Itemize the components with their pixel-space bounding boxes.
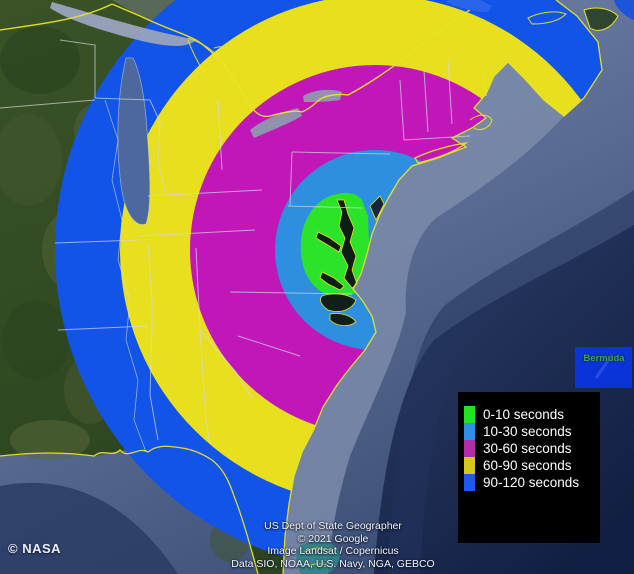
legend-swatch bbox=[464, 474, 475, 491]
legend-swatch bbox=[464, 440, 475, 457]
legend-item-label: 60-90 seconds bbox=[483, 458, 572, 473]
lake-erie bbox=[250, 108, 302, 138]
legend-item-label: 30-60 seconds bbox=[483, 441, 572, 456]
gulf-coastline bbox=[0, 445, 259, 574]
carolina-sounds bbox=[320, 293, 357, 326]
canada-border bbox=[0, 3, 487, 118]
bermuda-island bbox=[594, 354, 614, 379]
state-borders bbox=[0, 39, 471, 453]
ocean-slope-shadow bbox=[388, 190, 634, 574]
legend-swatch bbox=[464, 423, 475, 440]
legend-swatch bbox=[464, 406, 475, 423]
legend-item-label: 90-120 seconds bbox=[483, 475, 580, 490]
legend: 0-10 seconds 10-30 seconds 30-60 seconds… bbox=[458, 392, 600, 543]
attribution-line: © 2021 Google bbox=[297, 532, 369, 545]
cape-breton-island bbox=[583, 7, 619, 31]
potomac-river bbox=[315, 231, 342, 253]
map-attribution: US Dept of State Geographer © 2021 Googl… bbox=[173, 520, 493, 570]
james-river bbox=[319, 271, 345, 291]
long-island-outline bbox=[414, 142, 469, 164]
legend-item: 60-90 seconds bbox=[464, 457, 600, 474]
pei-outline bbox=[527, 11, 567, 25]
nasa-credit: © NASA bbox=[8, 541, 62, 556]
bermuda-label: Bermuda bbox=[583, 353, 625, 364]
attribution-line: Data SIO, NOAA, U.S. Navy, NGA, GEBCO bbox=[231, 557, 435, 570]
continental-shelf bbox=[283, 62, 564, 574]
legend-item: 30-60 seconds bbox=[464, 440, 600, 457]
lake-huron-shoreline bbox=[187, 37, 241, 93]
legend-item: 0-10 seconds bbox=[464, 406, 600, 423]
st-lawrence-water bbox=[446, 0, 492, 12]
cape-cod-outline bbox=[469, 114, 493, 131]
legend-item: 10-30 seconds bbox=[464, 423, 600, 440]
corner-water bbox=[614, 0, 634, 20]
delaware-bay bbox=[369, 195, 385, 221]
bahamas-outline bbox=[303, 547, 335, 569]
gulf-of-mexico-deep bbox=[0, 482, 178, 574]
lake-ontario bbox=[303, 89, 342, 102]
legend-item-label: 10-30 seconds bbox=[483, 424, 572, 439]
coastline bbox=[0, 0, 603, 574]
legend-swatch bbox=[464, 457, 475, 474]
attribution-line: US Dept of State Geographer bbox=[264, 520, 402, 532]
attribution-line: Image Landsat / Copernicus bbox=[267, 545, 399, 558]
lake-superior bbox=[50, 2, 196, 46]
legend-item: 90-120 seconds bbox=[464, 474, 600, 491]
legend-item-label: 0-10 seconds bbox=[483, 407, 565, 422]
